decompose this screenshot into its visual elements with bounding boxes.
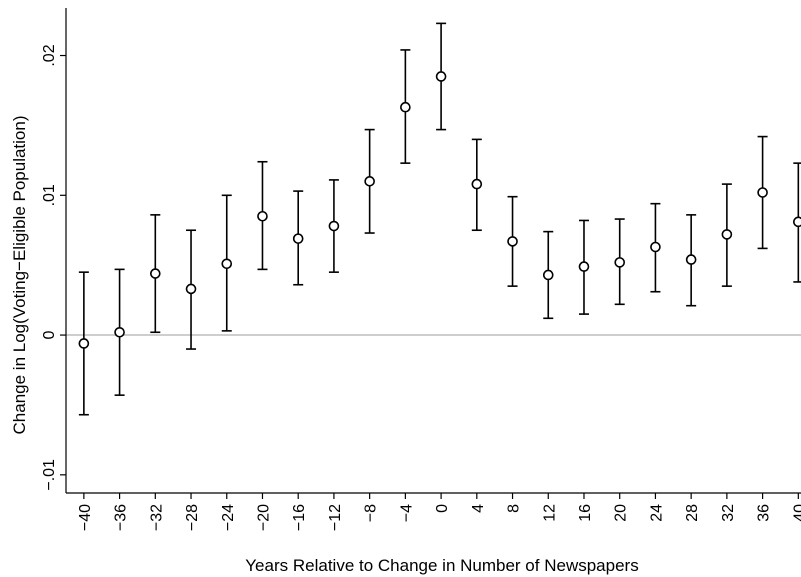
point-marker	[435, 71, 447, 82]
x-tick-label: −12	[327, 504, 344, 531]
point-marker	[400, 101, 411, 113]
data-point-group	[257, 160, 268, 271]
data-point-group	[614, 218, 626, 306]
point-marker	[78, 338, 90, 349]
data-point-group	[328, 179, 340, 273]
y-tick-label: .01	[41, 184, 58, 206]
data-point-group	[507, 195, 518, 287]
x-tick-label: −20	[255, 504, 272, 531]
point-marker	[114, 326, 125, 338]
point-marker	[578, 261, 590, 272]
y-tick-label: .02	[41, 44, 58, 66]
x-tick-label: 16	[577, 504, 594, 522]
point-marker	[685, 254, 697, 265]
data-point-group	[542, 230, 554, 320]
point-marker	[471, 178, 483, 190]
x-tick-label: 36	[756, 504, 773, 522]
x-tick-label: −40	[77, 504, 94, 531]
x-tick-label: 12	[541, 504, 558, 522]
data-point-group	[650, 202, 661, 293]
data-point-group	[471, 138, 483, 232]
x-tick-label: 32	[720, 504, 737, 522]
y-tick-label: 0	[41, 331, 58, 340]
x-tick-label: 8	[506, 504, 523, 513]
x-tick-label: −16	[291, 504, 308, 531]
y-tick-label: −.01	[41, 459, 58, 491]
data-point-group	[721, 183, 733, 287]
x-tick-label: 20	[613, 504, 630, 522]
point-marker	[614, 257, 626, 268]
point-marker	[793, 216, 801, 228]
data-point-group	[578, 219, 590, 315]
point-marker	[721, 229, 733, 240]
point-marker	[650, 241, 661, 253]
data-point-group	[757, 135, 768, 250]
x-tick-label: 40	[791, 504, 801, 522]
x-tick-label: 24	[648, 504, 665, 522]
data-point-group	[114, 268, 125, 396]
x-tick-label: −36	[113, 504, 130, 531]
x-tick-label: 4	[470, 504, 487, 513]
data-point-group	[400, 49, 411, 164]
point-marker	[150, 268, 161, 279]
x-tick-label: −8	[363, 504, 380, 522]
data-point-group	[150, 214, 161, 334]
data-point-group	[185, 229, 197, 350]
data-point-group	[685, 214, 697, 307]
x-tick-label: −4	[398, 504, 415, 522]
x-tick-label: 28	[684, 504, 701, 522]
x-tick-label: −28	[184, 504, 201, 531]
data-point-group	[78, 271, 90, 416]
data-point-group	[292, 190, 304, 286]
point-marker	[185, 283, 197, 295]
x-tick-label: −32	[148, 504, 165, 531]
point-marker	[328, 220, 340, 232]
point-marker	[292, 233, 304, 244]
x-axis-title: Years Relative to Change in Number of Ne…	[245, 556, 638, 575]
x-tick-label: 0	[434, 504, 451, 513]
data-point-group	[364, 128, 375, 234]
point-marker	[542, 269, 554, 281]
point-marker	[507, 236, 518, 247]
data-point-group	[435, 22, 447, 131]
x-tick-label: −24	[220, 504, 237, 531]
point-marker	[257, 210, 268, 222]
data-point-group	[221, 194, 233, 332]
data-point-group	[793, 162, 801, 283]
y-axis-title: Change in Log(Voting−Eligible Population…	[10, 116, 29, 435]
point-marker	[364, 176, 375, 187]
point-marker	[221, 258, 233, 270]
point-marker	[757, 187, 768, 198]
